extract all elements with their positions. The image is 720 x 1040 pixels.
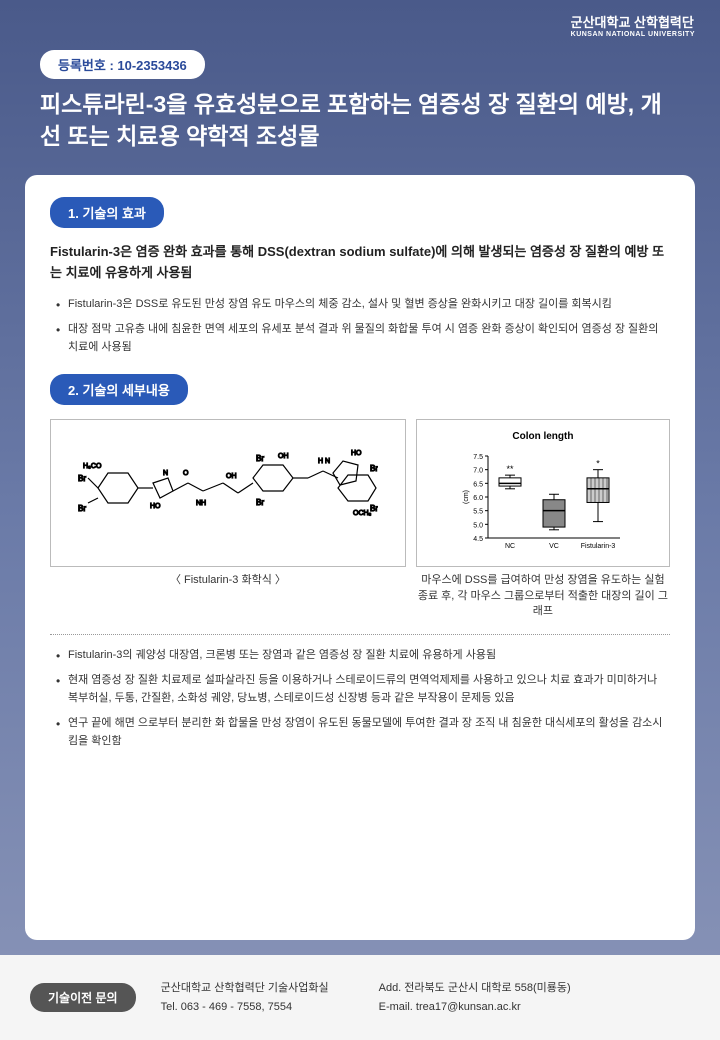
footer-org: 군산대학교 산학협력단 기술사업화실	[161, 979, 329, 998]
section1-badge: 1. 기술의 효과	[50, 197, 164, 228]
svg-text:5.5: 5.5	[473, 509, 483, 516]
figure2-caption: 마우스에 DSS를 급여하여 만성 장염을 유도하는 실험 종료 후, 각 마우…	[416, 573, 670, 619]
svg-text:OCH₃: OCH₃	[353, 510, 372, 517]
svg-text:HO: HO	[150, 503, 161, 510]
svg-text:7.5: 7.5	[473, 454, 483, 461]
svg-text:6.0: 6.0	[473, 495, 483, 502]
registration-badge: 등록번호 : 10-2353436	[40, 50, 205, 79]
svg-text:OH: OH	[278, 453, 289, 460]
section1-lead: Fistularin-3은 염증 완화 효과를 통해 DSS(dextran s…	[50, 242, 670, 284]
svg-text:6.5: 6.5	[473, 481, 483, 488]
section1-bullets: Fistularin-3은 DSS로 유도된 만성 장염 유도 마우스의 체중 …	[50, 296, 670, 357]
content-card: 1. 기술의 효과 Fistularin-3은 염증 완화 효과를 통해 DSS…	[25, 175, 695, 940]
svg-text:O: O	[183, 470, 189, 477]
chart-title: Colon length	[512, 431, 573, 442]
svg-text:5.0: 5.0	[473, 522, 483, 529]
svg-text:Fistularin-3: Fistularin-3	[581, 543, 616, 550]
svg-text:N: N	[163, 470, 168, 477]
svg-text:NC: NC	[505, 543, 515, 550]
svg-text:Br: Br	[370, 464, 378, 473]
footer-badge: 기술이전 문의	[30, 983, 136, 1012]
figure1-caption: 〈 Fistularin-3 화학식 〉	[50, 573, 406, 588]
svg-text:4.5: 4.5	[473, 536, 483, 543]
list-item: 연구 끝에 해면 으로부터 분리한 화 합물을 만성 장염이 유도된 동물모델에…	[50, 715, 670, 750]
list-item: Fistularin-3은 DSS로 유도된 만성 장염 유도 마우스의 체중 …	[50, 296, 670, 314]
footer-info: 군산대학교 산학협력단 기술사업화실 Tel. 063 - 469 - 7558…	[161, 979, 571, 1016]
section2-badge: 2. 기술의 세부내용	[50, 374, 188, 405]
svg-text:OH: OH	[226, 473, 237, 480]
footer-tel: Tel. 063 - 469 - 7558, 7554	[161, 998, 329, 1017]
org-name: 군산대학교 산학협력단	[571, 15, 694, 30]
header-logo: 군산대학교 산학협력단 KUNSAN NATIONAL UNIVERSITY	[571, 12, 695, 38]
list-item: Fistularin-3의 궤양성 대장염, 크론병 또는 장염과 같은 염증성…	[50, 647, 670, 665]
figure-chemical: Br Br H₃CO HO N O NH	[50, 419, 406, 567]
boxplot-svg: 4.5 5.0 5.5 6.0 6.5 7.0 7.5 (cm) ** NC VC * Fistular…	[458, 446, 628, 556]
svg-text:VC: VC	[549, 543, 559, 550]
footer-address: Add. 전라북도 군산시 대학로 558(미룡동)	[379, 979, 571, 998]
colon-length-chart: Colon length 4.55.05.56.06.57.07.5(cm)**…	[425, 428, 661, 558]
list-item: 현재 염증성 장 질환 치료제로 설파살라진 등을 이용하거나 스테로이드류의 …	[50, 672, 670, 707]
figure-left-wrap: Br Br H₃CO HO N O NH	[50, 419, 406, 619]
list-item: 대장 점막 고유층 내에 침윤한 면역 세포의 유세포 분석 결과 위 물질의 …	[50, 321, 670, 356]
org-sub: KUNSAN NATIONAL UNIVERSITY	[571, 31, 695, 38]
svg-text:(cm): (cm)	[463, 490, 470, 504]
chemical-structure-icon: Br Br H₃CO HO N O NH	[59, 428, 397, 558]
svg-text:Br: Br	[78, 504, 86, 513]
svg-text:Br: Br	[256, 498, 264, 507]
page-title: 피스튜라린-3을 유효성분으로 포함하는 염증성 장 질환의 예방, 개선 또는…	[40, 88, 680, 152]
svg-text:HO: HO	[351, 450, 362, 457]
figure-right-wrap: Colon length 4.55.05.56.06.57.07.5(cm)**…	[416, 419, 670, 619]
footer-col2: Add. 전라북도 군산시 대학로 558(미룡동) E-mail. trea1…	[379, 979, 571, 1016]
svg-text:7.0: 7.0	[473, 468, 483, 475]
svg-text:Br: Br	[78, 474, 86, 483]
footer: 기술이전 문의 군산대학교 산학협력단 기술사업화실 Tel. 063 - 46…	[0, 955, 720, 1040]
svg-text:Br: Br	[256, 454, 264, 463]
divider	[50, 634, 670, 635]
section2-bullets: Fistularin-3의 궤양성 대장염, 크론병 또는 장염과 같은 염증성…	[50, 647, 670, 751]
svg-text:NH: NH	[196, 500, 206, 507]
footer-col1: 군산대학교 산학협력단 기술사업화실 Tel. 063 - 469 - 7558…	[161, 979, 329, 1016]
registration-label: 등록번호 : 10-2353436	[58, 58, 187, 73]
figure-chart: Colon length 4.55.05.56.06.57.07.5(cm)**…	[416, 419, 670, 567]
figures-row: Br Br H₃CO HO N O NH	[50, 419, 670, 619]
svg-text:**: **	[506, 464, 514, 474]
svg-text:*: *	[596, 459, 600, 469]
svg-text:H N: H N	[318, 458, 330, 465]
svg-text:H₃CO: H₃CO	[83, 463, 102, 470]
footer-email: E-mail. trea17@kunsan.ac.kr	[379, 998, 571, 1017]
